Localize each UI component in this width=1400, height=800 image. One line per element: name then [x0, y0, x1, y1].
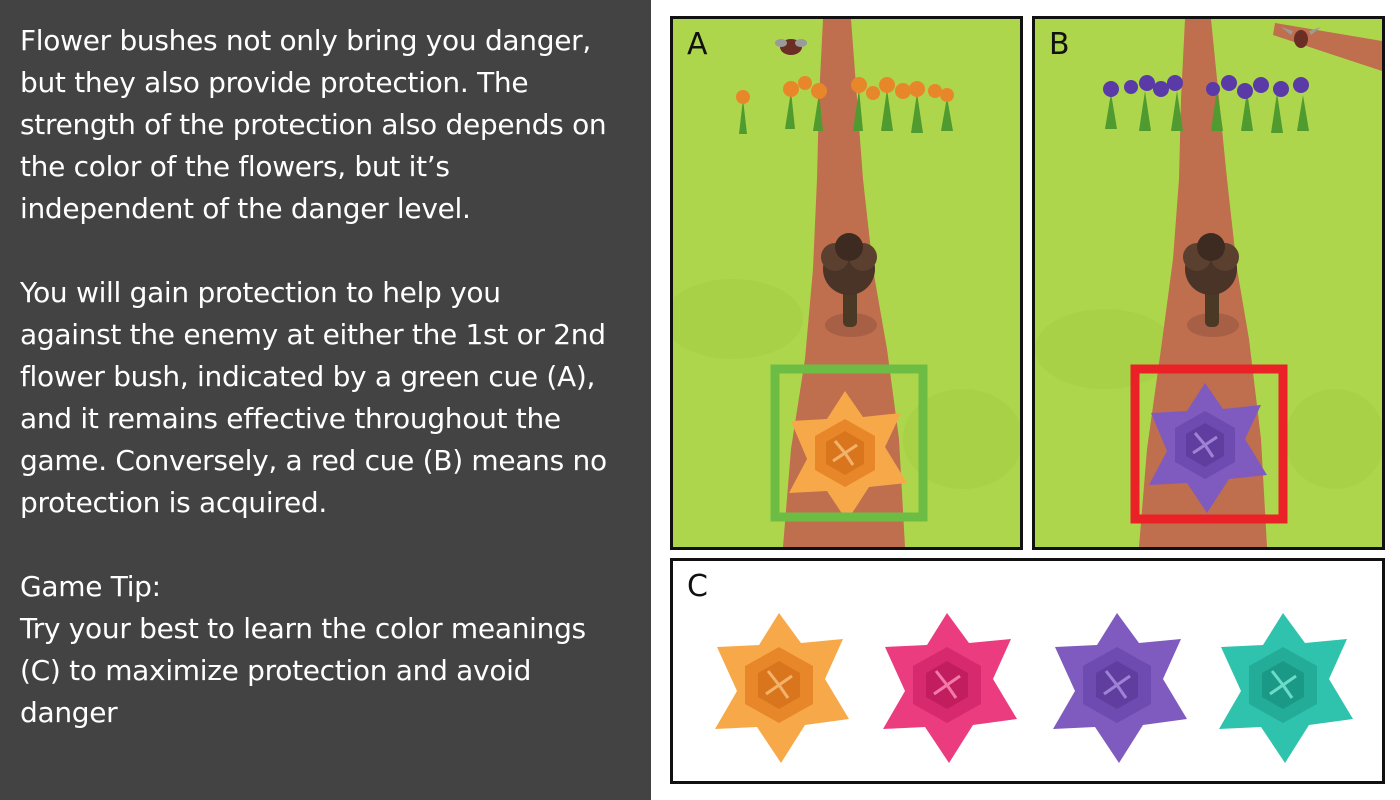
bloom-icon-purple — [1053, 613, 1187, 763]
red-no-protection-cue — [1130, 364, 1288, 524]
instruction-paragraph-game-tip: Game Tip: Try your best to learn the col… — [20, 570, 586, 729]
panel-c-flower-color-legend: C — [670, 558, 1385, 784]
player-tree-character-icon — [1183, 233, 1239, 337]
panel-a-green-cue-scene: A — [670, 16, 1023, 550]
instruction-panel: Flower bushes not only bring you danger,… — [0, 0, 651, 800]
bloom-icon-teal — [1219, 613, 1353, 763]
instruction-paragraph-cues: You will gain protection to help you aga… — [20, 276, 607, 519]
panel-a-label: A — [687, 27, 708, 62]
player-tree-character-icon — [821, 233, 877, 337]
flower-color-legend — [715, 613, 1353, 763]
bloom-icon-orange — [715, 613, 849, 763]
panel-c-label: C — [687, 569, 708, 604]
flower-bush-row — [736, 76, 954, 134]
bloom-icon-pink — [883, 613, 1017, 763]
grass-shade — [1035, 309, 1175, 389]
green-protection-cue — [770, 364, 928, 522]
bloom-icon — [1149, 383, 1267, 513]
grass-shade — [1285, 389, 1382, 489]
enemy-bug-icon — [1281, 27, 1321, 48]
panel-b-label: B — [1049, 27, 1070, 62]
instruction-paragraph-protection: Flower bushes not only bring you danger,… — [20, 24, 607, 225]
grass-shade — [903, 389, 1020, 489]
bloom-icon — [789, 391, 907, 521]
grass-shade — [673, 279, 803, 359]
flower-bush-row — [1103, 75, 1309, 133]
panel-b-red-cue-scene: B — [1032, 16, 1385, 550]
game-scene-a — [673, 19, 1020, 547]
enemy-bug-icon — [775, 39, 807, 55]
game-scene-b — [1035, 19, 1382, 547]
